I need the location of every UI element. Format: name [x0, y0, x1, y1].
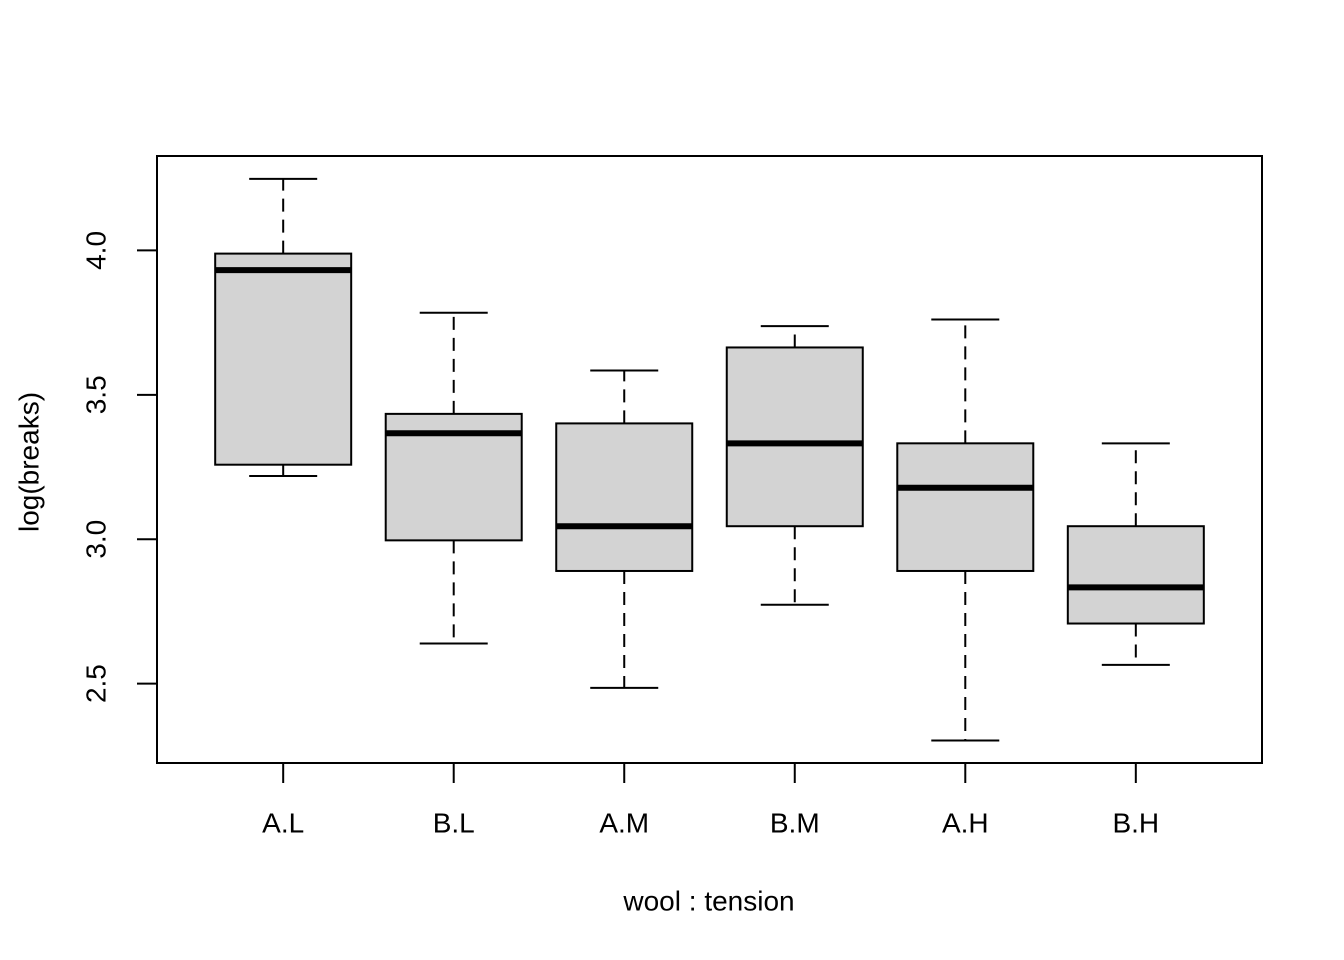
box-B.M	[725, 346, 864, 528]
x-tick-label: B.L	[433, 808, 475, 839]
x-axis-title: wool : tension	[622, 886, 794, 917]
plot-frame	[156, 155, 1263, 764]
y-axis-title: log(breaks)	[14, 392, 45, 532]
y-tick-label: 4.0	[81, 231, 112, 270]
x-tick-label: A.H	[942, 808, 989, 839]
x-tick-label: B.M	[770, 808, 820, 839]
x-tick-label: B.H	[1112, 808, 1159, 839]
box-A.M	[555, 422, 694, 572]
y-tick-label: 2.5	[81, 664, 112, 703]
box-B.H	[1066, 525, 1205, 625]
x-tick-label: A.M	[599, 808, 649, 839]
box-A.L	[214, 252, 353, 466]
y-tick-label: 3.5	[81, 375, 112, 414]
x-tick-label: A.L	[262, 808, 304, 839]
box-A.H	[896, 442, 1035, 572]
y-tick-label: 3.0	[81, 520, 112, 559]
